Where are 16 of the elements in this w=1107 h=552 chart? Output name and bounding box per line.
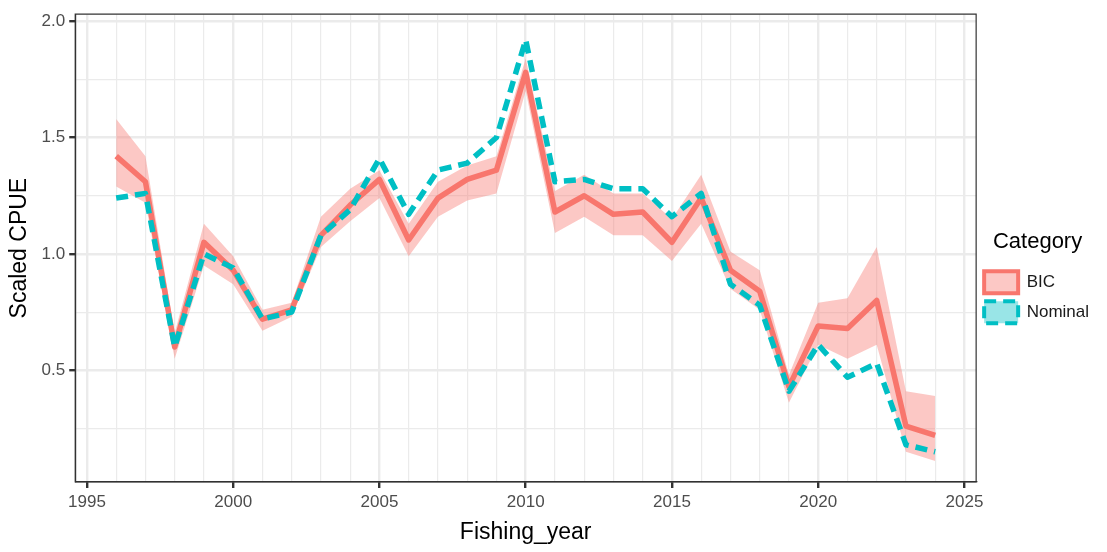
y-tick-label: 1.0 [41, 243, 66, 263]
y-tick-label: 1.5 [41, 127, 66, 147]
legend-label: Nominal [1026, 301, 1089, 321]
legend-title: Category [992, 227, 1083, 253]
x-tick-label: 1995 [68, 491, 106, 511]
y-tick-label: 2.0 [41, 10, 66, 30]
x-tick-label: 2025 [945, 491, 984, 511]
x-tick-label: 2020 [799, 491, 838, 511]
x-tick-label: 2000 [214, 491, 253, 511]
y-tick-label: 0.5 [41, 359, 66, 379]
x-tick-label: 2010 [506, 491, 545, 511]
x-tick-label: 2015 [653, 491, 691, 511]
x-tick-label: 2005 [360, 491, 399, 511]
legend-label: BIC [1026, 271, 1055, 291]
x-axis-title: Fishing_year [459, 517, 592, 544]
y-axis-title: Scaled CPUE [5, 177, 32, 319]
